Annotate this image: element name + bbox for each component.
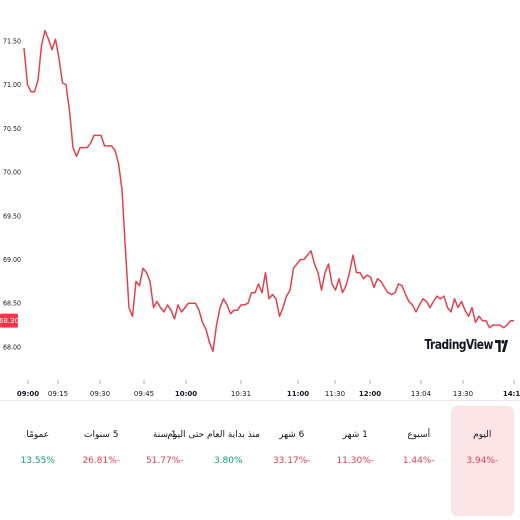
period-label: منذ بداية العام حتى اليوم bbox=[167, 430, 260, 440]
price-tag-background bbox=[0, 313, 18, 328]
tradingview-wordmark: TradingView bbox=[423, 338, 493, 353]
x-tick-label: 11:30 bbox=[325, 390, 345, 398]
period-change-value: 3.94%- bbox=[466, 456, 499, 466]
x-tick-label: 09:30 bbox=[90, 390, 110, 398]
period-tab[interactable]: اليوم 3.94%- bbox=[450, 406, 514, 516]
period-label: أسبوع bbox=[407, 430, 431, 440]
period-label: اليوم bbox=[473, 430, 492, 440]
x-tick-label: 11:00 bbox=[287, 390, 309, 398]
chart-svg[interactable]: 71.50 71.00 70.50 70.00 69.50 69.00 68.50 68.00… bbox=[0, 0, 520, 400]
period-tab[interactable]: 1 سنة 51.77%- bbox=[133, 406, 197, 516]
period-change-value: 26.81%- bbox=[82, 456, 121, 466]
price-line[interactable] bbox=[23, 29, 514, 353]
y-tick-label: 69.00 bbox=[3, 256, 21, 264]
y-tick-label: 70.00 bbox=[3, 169, 21, 177]
period-label: 6 شهر bbox=[279, 430, 305, 440]
period-label: عمومًا bbox=[26, 430, 50, 440]
price-chart[interactable]: 71.50 71.00 70.50 70.00 69.50 69.00 68.50 68.00… bbox=[0, 0, 520, 400]
period-change-value: 33.17%- bbox=[272, 456, 311, 466]
period-tab[interactable]: 6 شهر 33.17%- bbox=[260, 406, 324, 516]
x-tick-label: 10:00 bbox=[175, 390, 197, 398]
period-label: 5 سنوات bbox=[84, 430, 119, 440]
period-tab[interactable]: عمومًا 13.55% bbox=[6, 406, 70, 516]
period-change-value: 51.77%- bbox=[145, 456, 184, 466]
period-label: 1 سنة bbox=[152, 430, 177, 440]
x-tick-label: 14:10 bbox=[503, 390, 520, 398]
y-tick-label: 71.50 bbox=[3, 38, 21, 46]
y-tick-label: 71.00 bbox=[3, 81, 21, 89]
period-tab[interactable]: 5 سنوات 26.81%- bbox=[70, 406, 134, 516]
period-change-value: 3.80% bbox=[213, 456, 243, 466]
x-tick-label: 12:00 bbox=[359, 390, 381, 398]
period-tab[interactable]: أسبوع 1.44%- bbox=[387, 406, 451, 516]
performance-periods: اليوم 3.94%- أسبوع 1.44%- 1 شهر 11.30%- 6 شهر 3… bbox=[0, 400, 520, 520]
current-price-tag: 68.30 bbox=[0, 313, 19, 328]
y-tick-label: 69.50 bbox=[3, 212, 21, 220]
x-tick-label: 10:31 bbox=[231, 390, 251, 398]
x-axis: 09:00 09:15 09:30 09:45 10:00 10:31 11:00 11:30… bbox=[17, 380, 520, 398]
period-change-value: 11.30%- bbox=[336, 456, 375, 466]
period-label: 1 شهر bbox=[342, 430, 368, 440]
period-change-value: 13.55% bbox=[20, 456, 55, 466]
series-group[interactable] bbox=[23, 29, 514, 353]
current-price-label: 68.30 bbox=[0, 317, 19, 325]
x-tick-label: 09:45 bbox=[134, 390, 154, 398]
period-tab[interactable]: 1 شهر 11.30%- bbox=[324, 406, 388, 516]
y-tick-label: 70.50 bbox=[3, 125, 21, 133]
x-tick-label: 13:04 bbox=[411, 390, 432, 398]
y-tick-label: 68.00 bbox=[3, 343, 21, 351]
periods-row: اليوم 3.94%- أسبوع 1.44%- 1 شهر 11.30%- 6 شهر 3… bbox=[6, 406, 514, 516]
tradingview-mark-icon bbox=[494, 339, 508, 352]
period-tab[interactable]: منذ بداية العام حتى اليوم 3.80% bbox=[167, 406, 260, 516]
x-tick-label: 09:00 bbox=[17, 390, 39, 398]
x-tick-label: 13:30 bbox=[453, 390, 473, 398]
period-change-value: 1.44%- bbox=[402, 456, 435, 466]
tradingview-logo[interactable]: TradingView bbox=[424, 338, 508, 353]
x-tick-label: 09:15 bbox=[48, 390, 68, 398]
y-tick-label: 68.50 bbox=[3, 300, 21, 308]
y-axis: 71.50 71.00 70.50 70.00 69.50 69.00 68.50 68.00 bbox=[3, 38, 21, 352]
